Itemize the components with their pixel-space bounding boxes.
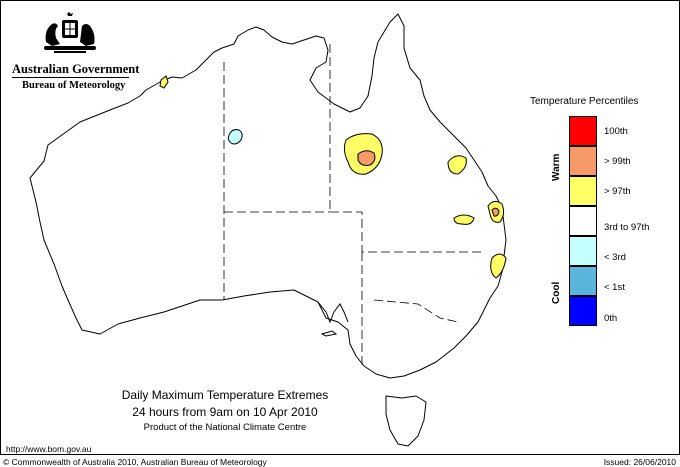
map-product-note: Product of the National Climate Centre xyxy=(143,422,307,433)
legend-warm-label: Warm xyxy=(551,153,562,181)
legend-swatch-100th xyxy=(569,116,597,146)
coat-of-arms-icon xyxy=(44,12,96,53)
legend-title: Temperature Percentiles xyxy=(530,96,639,107)
legend-cool-label: Cool xyxy=(551,281,562,304)
legend-label-1st: < 1st xyxy=(604,282,625,293)
legend-swatch-1st xyxy=(569,266,597,296)
tasmania-coastline xyxy=(385,395,427,447)
bom-url-link[interactable]: http://www.bom.gov.au xyxy=(6,444,92,454)
legend-swatch-normal xyxy=(569,206,597,236)
government-name: Australian Government xyxy=(12,62,140,76)
legend-label-97th: > 97th xyxy=(604,186,631,197)
legend-swatch-97th xyxy=(569,176,597,206)
legend-swatch-99th xyxy=(569,146,597,176)
hot-region-central-qld xyxy=(357,150,376,166)
warm-region-north-coast-nsw xyxy=(490,253,507,279)
legend-label-normal: 3rd to 97th xyxy=(604,222,650,233)
anomaly-regions xyxy=(159,75,507,279)
map-subtitle: 24 hours from 9am on 10 Apr 2010 xyxy=(132,405,318,419)
legend-label-3rd: < 3rd xyxy=(604,252,626,263)
legend-label-99th: > 99th xyxy=(604,156,631,167)
legend-label-100th: 100th xyxy=(604,126,628,137)
gulf-coastline xyxy=(317,301,349,324)
state-borders xyxy=(223,44,484,366)
header-divider xyxy=(12,77,129,78)
hot-region-brisbane xyxy=(491,207,500,217)
bureau-name: Bureau of Meteorology xyxy=(22,80,126,91)
warm-region-inland xyxy=(453,214,475,225)
mainland-coastline xyxy=(29,13,507,379)
cool-region-nt xyxy=(227,129,243,145)
warm-region-east-coast xyxy=(447,155,467,175)
copyright-notice: © Commonwealth of Australia 2010, Austra… xyxy=(3,457,267,467)
legend-label-0th: 0th xyxy=(604,313,618,324)
issued-date: Issued: 26/06/2010 xyxy=(603,457,676,467)
legend-swatch-3rd xyxy=(569,236,597,266)
kangaroo-island xyxy=(320,330,338,337)
legend-swatch-0th xyxy=(569,296,597,326)
map-title: Daily Maximum Temperature Extremes xyxy=(121,388,329,402)
warm-region-kimberley xyxy=(159,75,169,89)
